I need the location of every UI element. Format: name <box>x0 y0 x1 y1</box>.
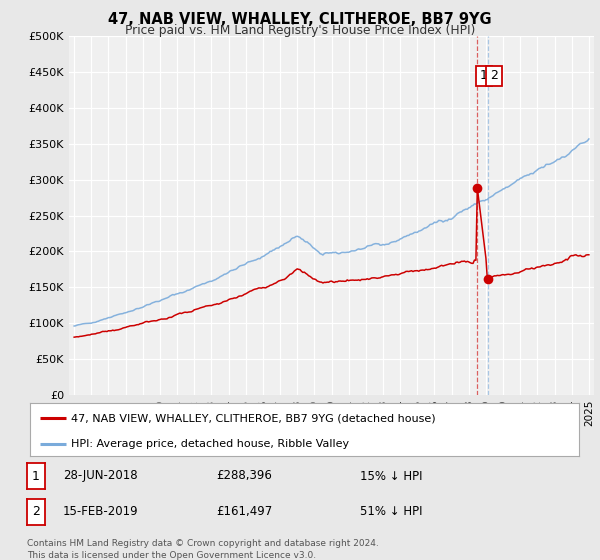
Text: 1: 1 <box>32 469 40 483</box>
Text: 47, NAB VIEW, WHALLEY, CLITHEROE, BB7 9YG: 47, NAB VIEW, WHALLEY, CLITHEROE, BB7 9Y… <box>108 12 492 27</box>
Text: Contains HM Land Registry data © Crown copyright and database right 2024.
This d: Contains HM Land Registry data © Crown c… <box>27 539 379 560</box>
Text: 2: 2 <box>32 505 40 519</box>
Text: 47, NAB VIEW, WHALLEY, CLITHEROE, BB7 9YG (detached house): 47, NAB VIEW, WHALLEY, CLITHEROE, BB7 9Y… <box>71 413 436 423</box>
Text: 51% ↓ HPI: 51% ↓ HPI <box>360 505 422 519</box>
Text: 1: 1 <box>480 69 488 82</box>
Text: Price paid vs. HM Land Registry's House Price Index (HPI): Price paid vs. HM Land Registry's House … <box>125 24 475 37</box>
Text: 15% ↓ HPI: 15% ↓ HPI <box>360 469 422 483</box>
Text: £161,497: £161,497 <box>216 505 272 519</box>
Text: 28-JUN-2018: 28-JUN-2018 <box>63 469 137 483</box>
Text: £288,396: £288,396 <box>216 469 272 483</box>
Text: HPI: Average price, detached house, Ribble Valley: HPI: Average price, detached house, Ribb… <box>71 438 349 449</box>
Text: 2: 2 <box>490 69 498 82</box>
Text: 15-FEB-2019: 15-FEB-2019 <box>63 505 139 519</box>
